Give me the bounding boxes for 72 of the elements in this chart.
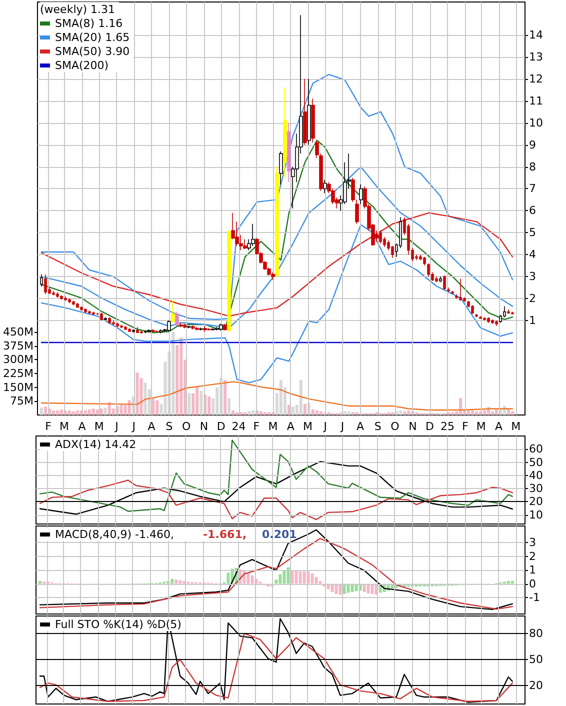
x-tick-label: S (374, 420, 382, 433)
legend-label: MACD(8,40,9) -1.460, (55, 528, 174, 541)
y-tick-label: 0 (529, 577, 536, 590)
x-tick-label: J (114, 420, 118, 433)
x-tick-label: N (200, 420, 208, 433)
y-tick-label: 60 (529, 442, 543, 456)
x-tick-label: M (268, 420, 278, 433)
x-tick-label: A (495, 420, 504, 433)
y-tick-label: 11 (529, 94, 543, 108)
x-tick-label: F (462, 420, 468, 433)
x-tick-label: J (322, 420, 328, 433)
x-tick-label: A (356, 420, 364, 433)
y2-tick-label: 375M (2, 339, 34, 352)
y-tick-label: 5 (529, 226, 536, 240)
x-tick-label: J (131, 420, 136, 433)
legend-label: SMA(50) 3.90 (55, 45, 130, 58)
y-tick-label: 12 (529, 72, 543, 86)
x-tick-label: A (286, 420, 295, 433)
y2-tick-label: 225M (2, 367, 34, 380)
x-tick-label: F (45, 420, 52, 433)
x-tick-label: D (426, 420, 434, 433)
legend-label: Full STO %K(14) %D(5) (55, 618, 182, 631)
legend-label: SMA(20) 1.65 (55, 31, 130, 44)
y-tick-label: 3 (529, 270, 536, 284)
x-tick-label: O (390, 420, 400, 433)
y-tick-label: 3 (529, 536, 536, 549)
annotation: 0.201 (262, 528, 297, 541)
y2-tick-label: 75M (10, 394, 34, 408)
y-tick-label: 10 (529, 508, 543, 522)
x-tick-label: 25 (440, 420, 454, 433)
x-tick-label: M (476, 420, 486, 433)
y-tick-label: 9 (529, 138, 536, 152)
x-tick-label: O (182, 420, 191, 433)
y-tick-label: 14 (529, 28, 543, 42)
x-tick-label: M (60, 420, 70, 433)
x-tick-label: M (303, 420, 313, 433)
y-tick-label: 10 (529, 116, 543, 130)
y-tick-label: -1 (529, 591, 540, 604)
legend-label: SMA(8) 1.16 (55, 17, 123, 30)
y-tick-label: 4 (529, 248, 536, 262)
y2-tick-label: 150M (2, 380, 34, 394)
legend-label: SMA(200) (55, 59, 109, 72)
y-tick-label: 8 (529, 160, 536, 174)
text: -1.661, (202, 528, 247, 541)
x-tick-label: A (148, 420, 156, 433)
x-tick-label: J (340, 420, 344, 433)
y-tick-label: 7 (529, 182, 536, 196)
y-tick-label: 50 (529, 653, 543, 666)
x-tick-label: 24 (232, 420, 246, 433)
y-tick-label: 50 (529, 456, 543, 469)
y-tick-label: 1 (529, 314, 536, 328)
x-tick-label: D (216, 420, 226, 433)
x-tick-label: M (94, 420, 104, 433)
x-tick-label: M (511, 420, 521, 433)
y-tick-label: 1 (529, 564, 536, 576)
y-tick-label: 6 (529, 204, 536, 218)
y-tick-label: 20 (529, 679, 543, 692)
y-tick-label: 2 (529, 550, 536, 563)
chart-title: (weekly) 1.31 (40, 3, 116, 16)
y-tick-label: 40 (529, 468, 543, 482)
x-tick-label: A (78, 420, 86, 433)
y-tick-label: 13 (529, 50, 543, 64)
x-tick-label: F (253, 420, 260, 433)
y2-tick-label: 450M (2, 326, 34, 339)
x-tick-label: N (408, 420, 417, 433)
y-tick-label: 2 (529, 292, 536, 306)
y-tick-label: 30 (529, 482, 543, 496)
y-tick-label: 20 (529, 495, 543, 508)
legend-label: ADX(14) 14.42 (55, 438, 136, 451)
x-tick-label: S (166, 420, 173, 433)
y-tick-label: 80 (529, 626, 543, 640)
y2-tick-label: 300M (2, 353, 34, 366)
